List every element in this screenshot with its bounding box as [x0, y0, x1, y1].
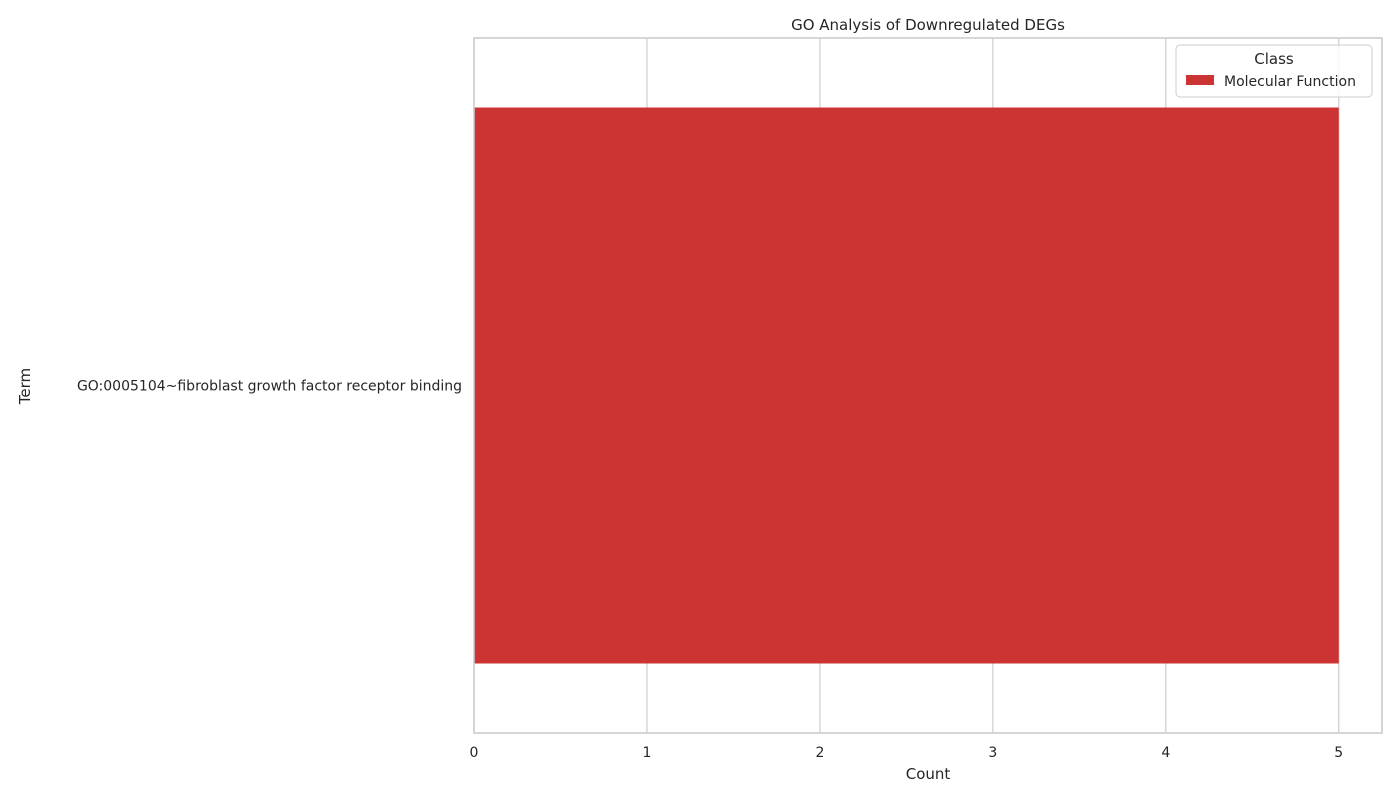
x-tick-label: 2: [815, 745, 824, 761]
x-tick-labels: 0 1 2 3 4 5: [470, 745, 1344, 761]
legend: Class Molecular Function: [1175, 44, 1373, 98]
x-tick-label: 0: [470, 745, 479, 761]
legend-title: Class: [1254, 50, 1294, 68]
legend-swatch-molecular-function: [1186, 75, 1214, 85]
y-axis-label: Term: [16, 368, 34, 405]
plot-frame: [473, 37, 1383, 734]
x-tick-label: 1: [642, 745, 651, 761]
legend-entry-label: Molecular Function: [1224, 74, 1356, 90]
x-tick-label: 3: [988, 745, 997, 761]
x-tick-label: 4: [1161, 745, 1170, 761]
x-axis-label: Count: [906, 765, 951, 783]
chart-title: GO Analysis of Downregulated DEGs: [791, 16, 1065, 34]
y-tick-labels: GO:0005104~fibroblast growth factor rece…: [77, 379, 462, 395]
x-tick-label: 5: [1334, 745, 1343, 761]
bars: [474, 107, 1339, 664]
legend-frame: [1175, 44, 1373, 98]
y-tick-label: GO:0005104~fibroblast growth factor rece…: [77, 379, 462, 395]
bar: [474, 107, 1339, 664]
